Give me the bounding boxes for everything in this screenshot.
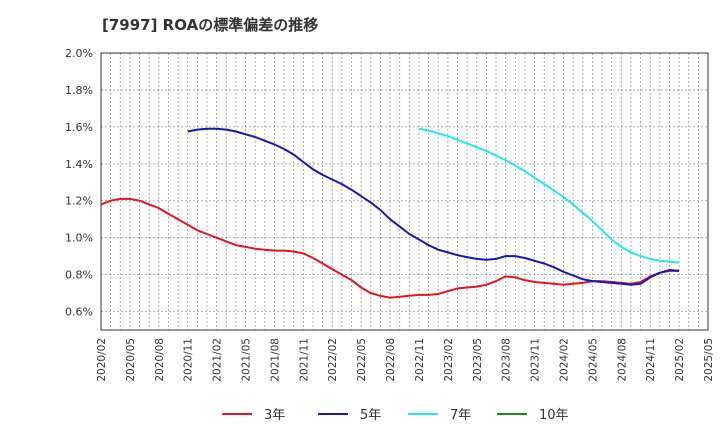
x-tick-label: 2020/08: [154, 338, 166, 382]
x-tick-label: 2023/08: [501, 338, 513, 382]
series-line-0: [100, 197, 680, 299]
x-tick-label: 2021/08: [269, 338, 281, 382]
x-tick-label: 2021/02: [212, 338, 224, 382]
x-tick-label: 2021/11: [298, 338, 310, 382]
x-tick-label: 2025/02: [674, 338, 686, 382]
y-tick-label: 1.8%: [65, 84, 93, 97]
x-tick-label: 2023/02: [443, 338, 455, 382]
legend: 3年 5年 7年 10年: [222, 408, 569, 423]
legend-label-2: 7年: [450, 408, 471, 423]
y-tick-label: 1.4%: [65, 158, 93, 171]
x-tick-label: 2022/11: [414, 338, 426, 382]
x-tick-label: 2024/05: [587, 338, 599, 382]
series-line-1: [187, 127, 680, 286]
x-tick-label: 2022/02: [327, 338, 339, 382]
plot-frame: [100, 52, 709, 331]
x-tick-label: 2024/02: [558, 338, 570, 382]
x-tick-label: 2020/05: [125, 338, 137, 382]
y-tick-label: 2.0%: [65, 47, 93, 60]
x-tick-label: 2023/05: [472, 338, 484, 382]
legend-label-1: 5年: [360, 408, 381, 423]
x-tick-label: 2020/11: [183, 338, 195, 382]
x-axis-ticks: 2020/02 2020/05 2020/08 2020/11 2021/02 2021/…: [96, 338, 715, 382]
y-axis-ticks: 0.6% 0.8% 1.0% 1.2% 1.4% 1.6% 1.8% 2.0%: [65, 47, 93, 319]
y-tick-label: 0.8%: [65, 269, 93, 282]
grid-lines: [101, 52, 708, 330]
legend-label-0: 3年: [264, 408, 285, 423]
x-tick-label: 2024/11: [645, 338, 657, 382]
x-tick-label: 2024/08: [616, 338, 628, 382]
x-tick-label: 2022/05: [356, 338, 368, 382]
x-tick-label: 2023/11: [530, 338, 542, 382]
chart-title: [7997] ROAの標準偏差の推移: [102, 16, 319, 34]
x-tick-label: 2021/05: [241, 338, 253, 382]
series-line-2: [418, 127, 680, 264]
legend-label-3: 10年: [539, 408, 569, 423]
x-tick-label: 2022/08: [385, 338, 397, 382]
x-tick-label: 2020/02: [96, 338, 108, 382]
series-lines: [100, 127, 680, 299]
y-tick-label: 1.6%: [65, 121, 93, 134]
x-tick-label: 2025/05: [703, 338, 715, 382]
y-tick-label: 1.2%: [65, 195, 93, 208]
y-tick-label: 1.0%: [65, 232, 93, 245]
y-tick-label: 0.6%: [65, 306, 93, 319]
